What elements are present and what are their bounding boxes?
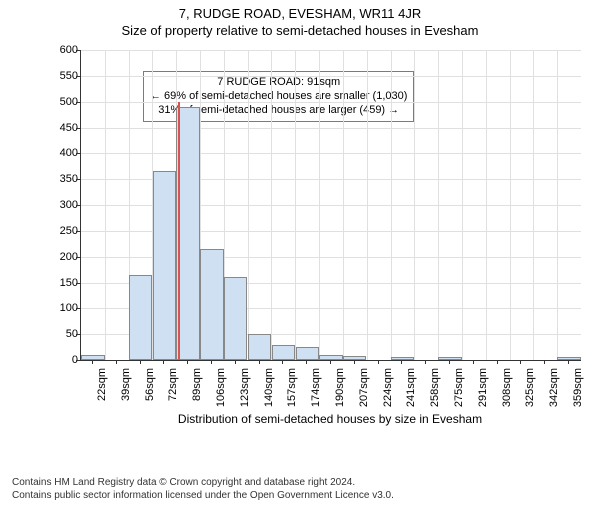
x-tick-label: 325sqm bbox=[524, 368, 536, 407]
gridline-v bbox=[533, 50, 534, 360]
gridline-v bbox=[105, 50, 106, 360]
x-tick-mark bbox=[497, 360, 498, 364]
y-tick-label: 300 bbox=[48, 199, 78, 211]
page-title: 7, RUDGE ROAD, EVESHAM, WR11 4JR bbox=[0, 6, 600, 21]
y-tick-label: 450 bbox=[48, 122, 78, 134]
x-tick-label: 275sqm bbox=[453, 368, 465, 407]
x-tick-label: 224sqm bbox=[382, 368, 394, 407]
x-tick-mark bbox=[520, 360, 521, 364]
footer-line1: Contains HM Land Registry data © Crown c… bbox=[12, 477, 394, 490]
x-tick-mark bbox=[282, 360, 283, 364]
x-tick-mark bbox=[163, 360, 164, 364]
x-tick-mark bbox=[306, 360, 307, 364]
x-axis-label: Distribution of semi-detached houses by … bbox=[80, 412, 580, 426]
histogram-bar bbox=[153, 171, 176, 360]
x-tick-mark bbox=[211, 360, 212, 364]
y-tick-label: 600 bbox=[48, 44, 78, 56]
gridline-h bbox=[81, 102, 581, 103]
y-tick-label: 100 bbox=[48, 302, 78, 314]
x-tick-label: 359sqm bbox=[572, 368, 584, 407]
page-subtitle: Size of property relative to semi-detach… bbox=[0, 23, 600, 38]
histogram-bar bbox=[200, 249, 223, 360]
histogram-bar bbox=[129, 275, 152, 360]
gridline-v bbox=[414, 50, 415, 360]
gridline-v bbox=[295, 50, 296, 360]
gridline-v bbox=[557, 50, 558, 360]
y-tick-label: 0 bbox=[48, 354, 78, 366]
y-axis-label: Number of semi-detached properties bbox=[8, 0, 28, 50]
gridline-v bbox=[391, 50, 392, 360]
histogram-bar bbox=[81, 355, 104, 360]
x-tick-label: 89sqm bbox=[191, 368, 203, 401]
x-tick-label: 174sqm bbox=[310, 368, 322, 407]
x-tick-label: 241sqm bbox=[405, 368, 417, 407]
plot-area: 7 RUDGE ROAD: 91sqm ← 69% of semi-detach… bbox=[80, 50, 581, 361]
histogram-bar bbox=[296, 347, 319, 360]
x-tick-mark bbox=[140, 360, 141, 364]
histogram-bar bbox=[248, 334, 271, 360]
x-tick-label: 72sqm bbox=[167, 368, 179, 401]
x-tick-label: 308sqm bbox=[501, 368, 513, 407]
x-tick-label: 106sqm bbox=[215, 368, 227, 407]
x-tick-mark bbox=[330, 360, 331, 364]
x-tick-mark bbox=[401, 360, 402, 364]
gridline-v bbox=[271, 50, 272, 360]
gridline-h bbox=[81, 128, 581, 129]
x-tick-mark bbox=[449, 360, 450, 364]
gridline-v bbox=[462, 50, 463, 360]
x-tick-label: 56sqm bbox=[144, 368, 156, 401]
gridline-v bbox=[510, 50, 511, 360]
gridline-v bbox=[343, 50, 344, 360]
x-tick-mark bbox=[259, 360, 260, 364]
gridline-v bbox=[248, 50, 249, 360]
gridline-h bbox=[81, 76, 581, 77]
x-tick-mark bbox=[187, 360, 188, 364]
y-tick-label: 150 bbox=[48, 277, 78, 289]
x-tick-label: 22sqm bbox=[96, 368, 108, 401]
gridline-v bbox=[367, 50, 368, 360]
x-tick-label: 140sqm bbox=[263, 368, 275, 407]
y-tick-label: 200 bbox=[48, 251, 78, 263]
x-tick-label: 157sqm bbox=[286, 368, 298, 407]
y-tick-label: 50 bbox=[48, 328, 78, 340]
gridline-v bbox=[486, 50, 487, 360]
y-tick-label: 250 bbox=[48, 225, 78, 237]
histogram-bar bbox=[224, 277, 247, 360]
x-tick-mark bbox=[354, 360, 355, 364]
x-tick-label: 190sqm bbox=[334, 368, 346, 407]
x-tick-label: 258sqm bbox=[429, 368, 441, 407]
x-tick-label: 39sqm bbox=[120, 368, 132, 401]
footer-attribution: Contains HM Land Registry data © Crown c… bbox=[12, 477, 394, 502]
y-tick-label: 350 bbox=[48, 173, 78, 185]
x-tick-mark bbox=[544, 360, 545, 364]
footer-line2: Contains public sector information licen… bbox=[12, 490, 394, 503]
y-tick-label: 550 bbox=[48, 70, 78, 82]
histogram-bar bbox=[272, 345, 295, 361]
x-tick-label: 342sqm bbox=[548, 368, 560, 407]
x-tick-mark bbox=[568, 360, 569, 364]
x-tick-mark bbox=[378, 360, 379, 364]
gridline-h bbox=[81, 153, 581, 154]
y-tick-label: 500 bbox=[48, 96, 78, 108]
x-tick-label: 123sqm bbox=[239, 368, 251, 407]
x-tick-label: 207sqm bbox=[358, 368, 370, 407]
gridline-h bbox=[81, 50, 581, 51]
gridline-v bbox=[319, 50, 320, 360]
gridline-v bbox=[438, 50, 439, 360]
chart-container: Number of semi-detached properties 05010… bbox=[30, 50, 590, 430]
x-tick-mark bbox=[116, 360, 117, 364]
y-tick-label: 400 bbox=[48, 147, 78, 159]
histogram-bar bbox=[343, 356, 366, 360]
x-tick-mark bbox=[92, 360, 93, 364]
subject-marker-line bbox=[178, 102, 180, 360]
x-tick-mark bbox=[473, 360, 474, 364]
x-tick-mark bbox=[425, 360, 426, 364]
x-tick-mark bbox=[235, 360, 236, 364]
x-tick-label: 291sqm bbox=[477, 368, 489, 407]
